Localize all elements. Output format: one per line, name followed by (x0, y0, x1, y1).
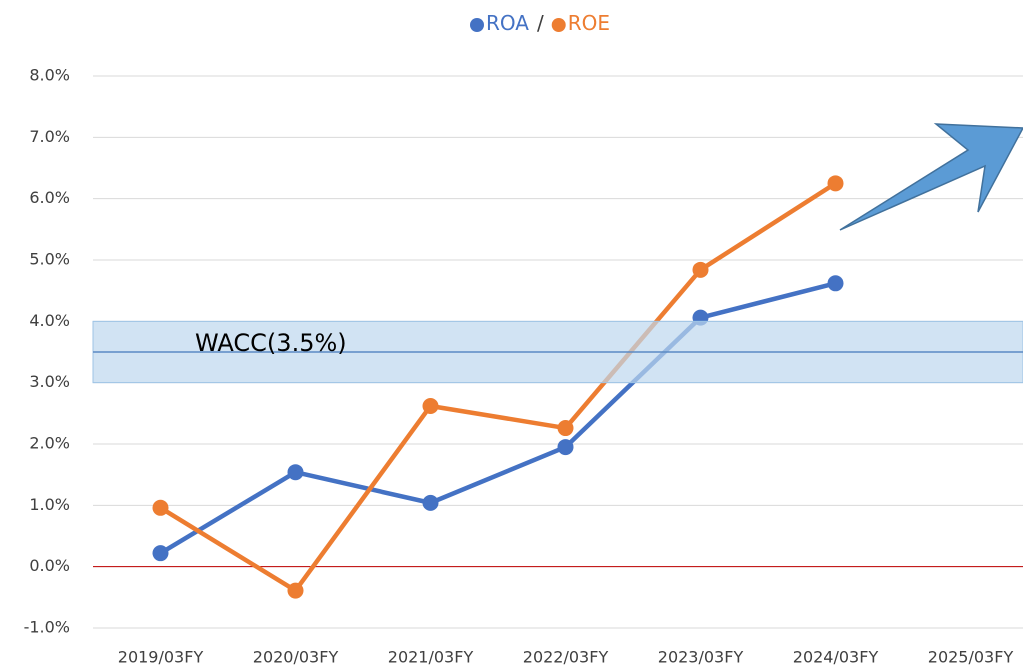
data-point (827, 175, 844, 192)
legend-marker (470, 18, 484, 32)
x-tick-label: 2023/03FY (658, 648, 744, 667)
y-tick-label: 0.0% (29, 556, 70, 575)
legend-label: ROE (568, 11, 610, 35)
data-point (287, 464, 304, 481)
legend-marker (551, 18, 566, 32)
data-point (152, 499, 169, 516)
y-tick-label: 4.0% (29, 311, 70, 330)
y-tick-label: 8.0% (29, 66, 70, 85)
y-tick-label: 3.0% (29, 372, 70, 391)
wacc-label: WACC(3.5%) (195, 329, 347, 357)
data-point (692, 261, 709, 278)
x-tick-label: 2020/03FY (253, 648, 339, 667)
x-tick-label: 2024/03FY (793, 648, 879, 667)
legend-label: ROA (486, 11, 529, 35)
y-tick-label: 1.0% (29, 495, 70, 514)
y-tick-label: 2.0% (29, 434, 70, 453)
y-tick-label: 7.0% (29, 127, 70, 146)
data-point (287, 582, 304, 599)
x-tick-label: 2019/03FY (118, 648, 204, 667)
data-point (557, 420, 574, 437)
legend-separator: / (537, 11, 544, 35)
x-tick-label: 2022/03FY (523, 648, 609, 667)
data-point (422, 397, 439, 414)
data-point (557, 439, 574, 456)
series-line (159, 281, 837, 556)
x-tick-label: 2025/03FY (928, 648, 1014, 667)
data-point (152, 545, 169, 562)
legend: ROA / ROE (486, 11, 610, 35)
y-tick-label: 6.0% (29, 188, 70, 207)
data-point (827, 275, 844, 292)
x-tick-label: 2021/03FY (388, 648, 474, 667)
trend-arrow (839, 123, 1023, 231)
series-line (159, 181, 837, 593)
data-point (422, 494, 439, 511)
y-tick-label: -1.0% (24, 618, 70, 637)
y-tick-label: 5.0% (29, 250, 70, 269)
